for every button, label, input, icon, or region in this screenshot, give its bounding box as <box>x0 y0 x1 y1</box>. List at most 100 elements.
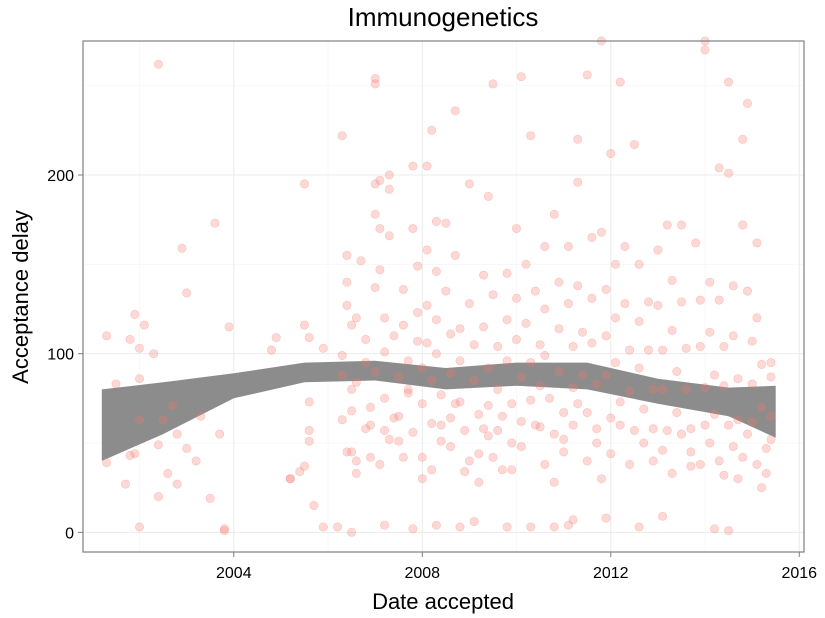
x-tick-label: 2016 <box>781 565 817 582</box>
data-point <box>658 511 668 521</box>
data-point <box>337 131 347 141</box>
data-point <box>658 384 668 394</box>
x-axis-ticks: 2004 2008 2012 2016 <box>216 552 817 582</box>
data-point <box>601 284 611 294</box>
data-point <box>620 242 630 252</box>
data-point <box>342 300 352 310</box>
data-point <box>304 425 314 435</box>
data-point <box>370 79 380 89</box>
data-point <box>153 59 163 69</box>
data-point <box>733 374 743 384</box>
data-point <box>389 331 399 341</box>
data-point <box>530 420 540 430</box>
data-point <box>309 500 319 510</box>
data-point <box>469 375 479 385</box>
data-point <box>347 406 357 416</box>
data-point <box>483 191 493 201</box>
data-point <box>592 438 602 448</box>
panel-border <box>82 40 805 553</box>
data-point <box>196 411 206 421</box>
data-point <box>365 402 375 412</box>
data-point <box>530 286 540 296</box>
data-point <box>625 459 635 469</box>
data-point <box>408 427 418 437</box>
data-point <box>535 340 545 350</box>
data-point <box>606 413 616 423</box>
data-point <box>610 358 620 368</box>
data-point <box>299 461 309 471</box>
data-point <box>111 379 121 389</box>
data-point <box>398 452 408 462</box>
data-point <box>413 261 423 271</box>
data-point <box>559 434 569 444</box>
data-point <box>455 522 465 532</box>
data-point <box>653 245 663 255</box>
data-point <box>408 224 418 234</box>
data-point <box>526 395 536 405</box>
data-point <box>587 233 597 243</box>
data-point <box>488 79 498 89</box>
data-point <box>752 459 762 469</box>
data-point <box>761 443 771 453</box>
data-point <box>224 322 234 332</box>
data-point <box>596 227 606 237</box>
data-point <box>606 449 616 459</box>
chart-title: Immunogenetics <box>348 2 539 32</box>
data-point <box>342 447 352 457</box>
data-point <box>139 320 149 330</box>
grid-lines <box>83 41 804 552</box>
data-point <box>398 320 408 330</box>
data-point <box>469 340 479 350</box>
data-point <box>719 341 729 351</box>
data-point <box>582 408 592 418</box>
data-point <box>686 447 696 457</box>
data-point <box>450 250 460 260</box>
data-point <box>483 400 493 410</box>
data-point <box>215 429 225 439</box>
data-point <box>455 324 465 334</box>
data-point <box>563 242 573 252</box>
data-point <box>130 309 140 319</box>
data-point <box>182 288 192 298</box>
data-point <box>351 456 361 466</box>
data-point <box>587 293 597 303</box>
data-point <box>266 345 276 355</box>
data-point <box>384 170 394 180</box>
data-point <box>337 415 347 425</box>
data-point <box>182 443 192 453</box>
data-point <box>163 468 173 478</box>
data-point <box>516 442 526 452</box>
data-point <box>375 459 385 469</box>
data-point <box>446 368 456 378</box>
data-point <box>389 413 399 423</box>
data-point <box>460 425 470 435</box>
data-point <box>511 293 521 303</box>
data-point <box>691 238 701 248</box>
data-point <box>450 399 460 409</box>
data-point <box>738 134 748 144</box>
data-point <box>568 420 578 430</box>
data-point <box>516 417 526 427</box>
data-point <box>757 359 767 369</box>
data-point <box>497 411 507 421</box>
data-point <box>464 299 474 309</box>
data-point <box>507 465 517 475</box>
data-point <box>639 404 649 414</box>
data-point <box>130 449 140 459</box>
data-point <box>153 492 163 502</box>
data-point <box>431 266 441 276</box>
data-point <box>705 327 715 337</box>
data-point <box>724 168 734 178</box>
data-point <box>168 400 178 410</box>
data-point <box>483 363 493 373</box>
data-point <box>422 161 432 171</box>
data-point <box>686 461 696 471</box>
data-point <box>521 259 531 269</box>
data-point <box>413 308 423 318</box>
data-point <box>172 429 182 439</box>
data-point <box>714 295 724 305</box>
x-tick-label: 2004 <box>216 565 252 582</box>
data-point <box>667 325 677 335</box>
data-point <box>370 366 380 376</box>
data-point <box>709 524 719 534</box>
